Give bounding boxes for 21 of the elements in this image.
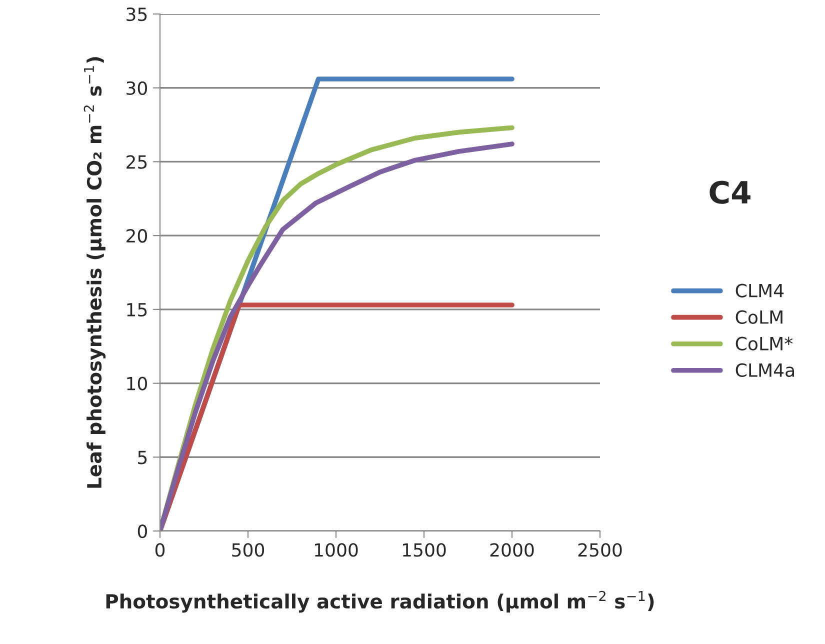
x-tick-label: 2500 (578, 543, 622, 557)
y-axis-title: Leaf photosynthesis (µmol CO₂ m$^{−2}$ s$^{−1}$) (84, 57, 106, 488)
text: C4 (710, 180, 750, 204)
x-tick-label: 1500 (403, 543, 446, 557)
y-tick-label: 25 (126, 155, 147, 169)
x-tick-label: 1000 (315, 543, 358, 557)
y-tick-label: 30 (126, 81, 147, 95)
y-tick-label: 5 (138, 450, 147, 464)
y-tick-label: 10 (127, 376, 147, 390)
y-tick-label: 15 (127, 303, 147, 317)
legend-label: CoLM* (736, 336, 793, 350)
y-tick-label: 0 (138, 524, 147, 538)
y-tick-label: 35 (126, 7, 147, 22)
legend-label: CoLM (736, 310, 782, 324)
legend-label: CLM4 (736, 284, 784, 298)
legend-label: CLM4a (736, 363, 794, 377)
x-axis-title: Photosynthetically active radiation (µmol m$^{−2}$ s$^{−1}$) (106, 590, 654, 613)
y-tick-label: 20 (126, 229, 147, 243)
x-tick-label: 0 (155, 543, 165, 557)
x-tick-label: 500 (232, 543, 264, 557)
x-tick-label: 2000 (490, 543, 534, 557)
